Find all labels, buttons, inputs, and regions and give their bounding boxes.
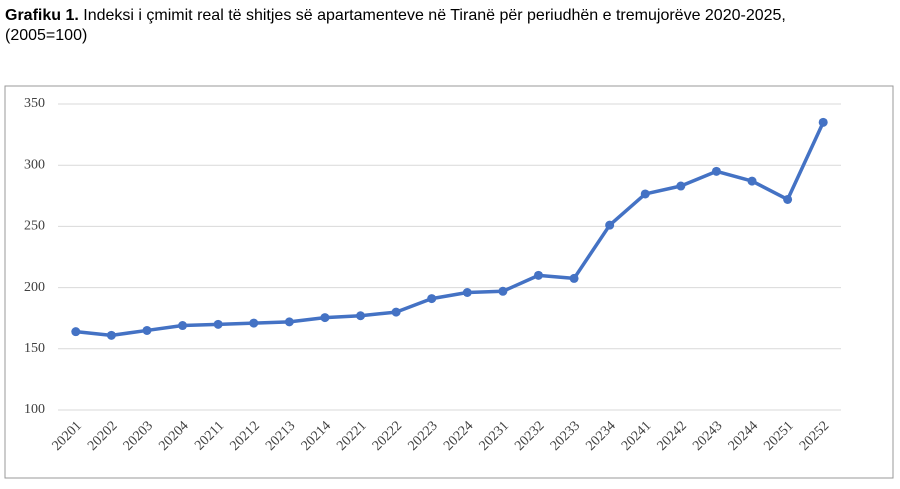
x-tick-label: 20212 [227,418,262,453]
x-tick-label: 20231 [477,418,512,453]
data-point [391,307,401,317]
x-tick-label: 20204 [156,418,191,453]
x-tick-label: 20244 [726,418,761,453]
x-tick-label: 20222 [370,418,405,453]
x-tick-label: 20251 [761,418,796,453]
x-tick-label: 20202 [85,418,120,453]
x-tick-label: 20221 [334,418,369,453]
data-point [605,220,615,230]
x-tick-label: 20201 [50,418,85,453]
chart-border [4,85,894,479]
data-point [640,189,650,199]
y-tick-label: 150 [24,341,45,356]
title-prefix: Grafiku 1. [5,7,79,24]
chart-title: Indeksi i çmimit real të shitjes së apar… [83,7,786,24]
data-point [213,319,223,329]
data-point [676,181,686,191]
data-point [498,286,508,296]
y-tick-label: 300 [24,157,45,172]
data-point [747,176,757,186]
x-tick-label: 20214 [299,418,334,453]
x-tick-label: 20232 [512,418,547,453]
header: Grafiku 1. Indeksi i çmimit real të shit… [5,6,893,46]
data-point [427,294,437,304]
y-tick-label: 350 [24,96,45,111]
x-tick-label: 20241 [619,418,654,453]
data-point [818,117,828,127]
data-point [106,330,116,340]
chart-subtitle: (2005=100) [5,27,88,44]
x-tick-label: 20242 [655,418,690,453]
x-tick-label: 20233 [548,418,583,453]
x-tick-label: 20252 [797,418,832,453]
x-tick-label: 20243 [690,418,725,453]
data-point [533,270,543,280]
data-point [142,325,152,335]
data-point [284,317,294,327]
x-tick-label: 20224 [441,418,476,453]
y-tick-label: 100 [24,402,45,417]
x-tick-label: 20213 [263,418,298,453]
data-point [711,166,721,176]
data-point [178,321,188,331]
data-line [75,121,825,338]
data-point [462,287,472,297]
data-point [71,327,81,337]
data-point [249,318,259,328]
data-point [356,311,366,321]
data-point [320,313,330,323]
x-tick-label: 20234 [583,418,618,453]
y-tick-label: 250 [24,219,45,234]
x-tick-label: 20223 [405,418,440,453]
data-point [569,273,579,283]
x-tick-label: 20211 [192,418,227,453]
x-tick-label: 20203 [121,418,156,453]
y-tick-label: 200 [24,280,45,295]
data-point [783,194,793,204]
